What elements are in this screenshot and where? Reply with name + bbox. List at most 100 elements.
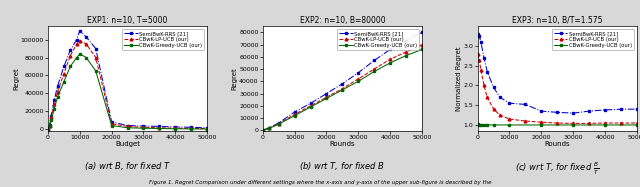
CBwK-LP-UCB (our) xyxy=(476,59,483,61)
CBwK-Greedy-UCB (our) xyxy=(506,124,513,126)
CBwK-Greedy-UCB (our) xyxy=(266,127,273,130)
CBwK-Greedy-UCB (our) xyxy=(474,123,482,125)
CBwK-LP-UCB (our) xyxy=(402,51,410,53)
CBwK-Greedy-UCB (our) xyxy=(47,119,55,121)
CBwK-Greedy-UCB (our) xyxy=(172,128,179,130)
SemiBwK-RRS [21] xyxy=(307,102,314,105)
CBwK-LP-UCB (our) xyxy=(92,56,100,59)
CBwK-LP-UCB (our) xyxy=(371,68,378,70)
CBwK-LP-UCB (our) xyxy=(633,122,640,124)
Title: EXP1: n=10, T=5000: EXP1: n=10, T=5000 xyxy=(88,16,168,25)
CBwK-Greedy-UCB (our) xyxy=(156,127,163,130)
CBwK-Greedy-UCB (our) xyxy=(402,54,410,57)
Legend: SemiBwK-RRS [21], CBwK-LP-UCB (our), CBwK-Greedy-UCB (our): SemiBwK-RRS [21], CBwK-LP-UCB (our), CBw… xyxy=(552,29,634,50)
CBwK-LP-UCB (our) xyxy=(51,103,58,105)
CBwK-Greedy-UCB (our) xyxy=(124,127,131,129)
CBwK-Greedy-UCB (our) xyxy=(480,124,488,126)
CBwK-Greedy-UCB (our) xyxy=(418,48,426,50)
CBwK-Greedy-UCB (our) xyxy=(477,124,484,126)
CBwK-LP-UCB (our) xyxy=(44,128,52,130)
SemiBwK-RRS [21] xyxy=(108,121,115,123)
CBwK-LP-UCB (our) xyxy=(45,124,53,127)
X-axis label: Rounds: Rounds xyxy=(330,141,355,148)
X-axis label: Rounds: Rounds xyxy=(545,141,570,148)
Title: EXP2: n=10, B=80000: EXP2: n=10, B=80000 xyxy=(300,16,385,25)
CBwK-Greedy-UCB (our) xyxy=(67,65,74,68)
CBwK-LP-UCB (our) xyxy=(418,43,426,46)
Line: CBwK-Greedy-UCB (our): CBwK-Greedy-UCB (our) xyxy=(47,53,209,131)
CBwK-LP-UCB (our) xyxy=(124,125,131,128)
Text: Figure 1. Regret Comparison under different settings where the x-axis and y-axis: Figure 1. Regret Comparison under differ… xyxy=(148,180,492,185)
CBwK-LP-UCB (our) xyxy=(266,127,273,129)
Line: CBwK-LP-UCB (our): CBwK-LP-UCB (our) xyxy=(262,43,423,132)
CBwK-LP-UCB (our) xyxy=(355,78,362,80)
SemiBwK-RRS [21] xyxy=(474,33,482,35)
CBwK-LP-UCB (our) xyxy=(474,53,482,55)
SemiBwK-RRS [21] xyxy=(83,36,90,38)
CBwK-Greedy-UCB (our) xyxy=(54,96,61,98)
CBwK-LP-UCB (our) xyxy=(259,129,267,131)
SemiBwK-RRS [21] xyxy=(601,109,609,111)
CBwK-Greedy-UCB (our) xyxy=(355,80,362,82)
SemiBwK-RRS [21] xyxy=(477,41,484,43)
Text: (b) wrt $T$, for fixed $B$: (b) wrt $T$, for fixed $B$ xyxy=(300,160,385,172)
CBwK-Greedy-UCB (our) xyxy=(490,124,497,126)
SemiBwK-RRS [21] xyxy=(54,85,61,87)
SemiBwK-RRS [21] xyxy=(538,110,545,112)
Line: SemiBwK-RRS [21]: SemiBwK-RRS [21] xyxy=(262,31,423,132)
CBwK-LP-UCB (our) xyxy=(522,120,529,122)
CBwK-LP-UCB (our) xyxy=(601,122,609,124)
Text: (c) wrt $T$, for fixed $\frac{B}{T}$: (c) wrt $T$, for fixed $\frac{B}{T}$ xyxy=(515,160,599,177)
X-axis label: Budget: Budget xyxy=(115,141,140,148)
SemiBwK-RRS [21] xyxy=(371,59,378,62)
CBwK-LP-UCB (our) xyxy=(60,73,68,75)
CBwK-LP-UCB (our) xyxy=(275,122,283,125)
CBwK-LP-UCB (our) xyxy=(570,122,577,125)
SemiBwK-RRS [21] xyxy=(506,102,513,104)
CBwK-LP-UCB (our) xyxy=(480,84,488,87)
SemiBwK-RRS [21] xyxy=(476,35,483,37)
CBwK-Greedy-UCB (our) xyxy=(339,89,346,91)
SemiBwK-RRS [21] xyxy=(490,86,497,89)
SemiBwK-RRS [21] xyxy=(633,108,640,110)
CBwK-LP-UCB (our) xyxy=(67,55,74,57)
Line: SemiBwK-RRS [21]: SemiBwK-RRS [21] xyxy=(47,29,209,131)
CBwK-Greedy-UCB (our) xyxy=(483,124,491,126)
Line: CBwK-LP-UCB (our): CBwK-LP-UCB (our) xyxy=(477,52,638,125)
SemiBwK-RRS [21] xyxy=(617,108,625,110)
SemiBwK-RRS [21] xyxy=(140,125,147,127)
CBwK-Greedy-UCB (our) xyxy=(140,127,147,129)
SemiBwK-RRS [21] xyxy=(172,126,179,128)
CBwK-Greedy-UCB (our) xyxy=(633,124,640,126)
SemiBwK-RRS [21] xyxy=(339,83,346,85)
SemiBwK-RRS [21] xyxy=(291,111,298,113)
CBwK-LP-UCB (our) xyxy=(140,126,147,128)
Legend: SemiBwK-RRS [21], CBwK-LP-UCB (our), CBwK-Greedy-UCB (our): SemiBwK-RRS [21], CBwK-LP-UCB (our), CBw… xyxy=(337,29,419,50)
CBwK-Greedy-UCB (our) xyxy=(371,70,378,73)
SemiBwK-RRS [21] xyxy=(156,125,163,128)
SemiBwK-RRS [21] xyxy=(585,110,593,112)
SemiBwK-RRS [21] xyxy=(483,70,491,73)
Line: CBwK-Greedy-UCB (our): CBwK-Greedy-UCB (our) xyxy=(262,48,423,132)
SemiBwK-RRS [21] xyxy=(418,31,426,33)
SemiBwK-RRS [21] xyxy=(323,92,330,95)
CBwK-LP-UCB (our) xyxy=(188,127,195,130)
CBwK-LP-UCB (our) xyxy=(204,128,211,130)
CBwK-Greedy-UCB (our) xyxy=(259,129,267,131)
SemiBwK-RRS [21] xyxy=(67,49,74,51)
CBwK-Greedy-UCB (our) xyxy=(51,107,58,110)
CBwK-Greedy-UCB (our) xyxy=(188,128,195,130)
CBwK-LP-UCB (our) xyxy=(83,43,90,45)
CBwK-LP-UCB (our) xyxy=(585,122,593,125)
CBwK-LP-UCB (our) xyxy=(339,88,346,90)
CBwK-LP-UCB (our) xyxy=(387,58,394,60)
CBwK-Greedy-UCB (our) xyxy=(108,124,115,127)
Text: (a) wrt $B$, for fixed $T$: (a) wrt $B$, for fixed $T$ xyxy=(84,160,171,172)
CBwK-Greedy-UCB (our) xyxy=(76,53,84,55)
Line: CBwK-LP-UCB (our): CBwK-LP-UCB (our) xyxy=(47,39,209,131)
SemiBwK-RRS [21] xyxy=(259,129,267,131)
CBwK-Greedy-UCB (our) xyxy=(73,56,81,59)
CBwK-Greedy-UCB (our) xyxy=(570,124,577,126)
SemiBwK-RRS [21] xyxy=(570,112,577,114)
SemiBwK-RRS [21] xyxy=(496,96,504,98)
